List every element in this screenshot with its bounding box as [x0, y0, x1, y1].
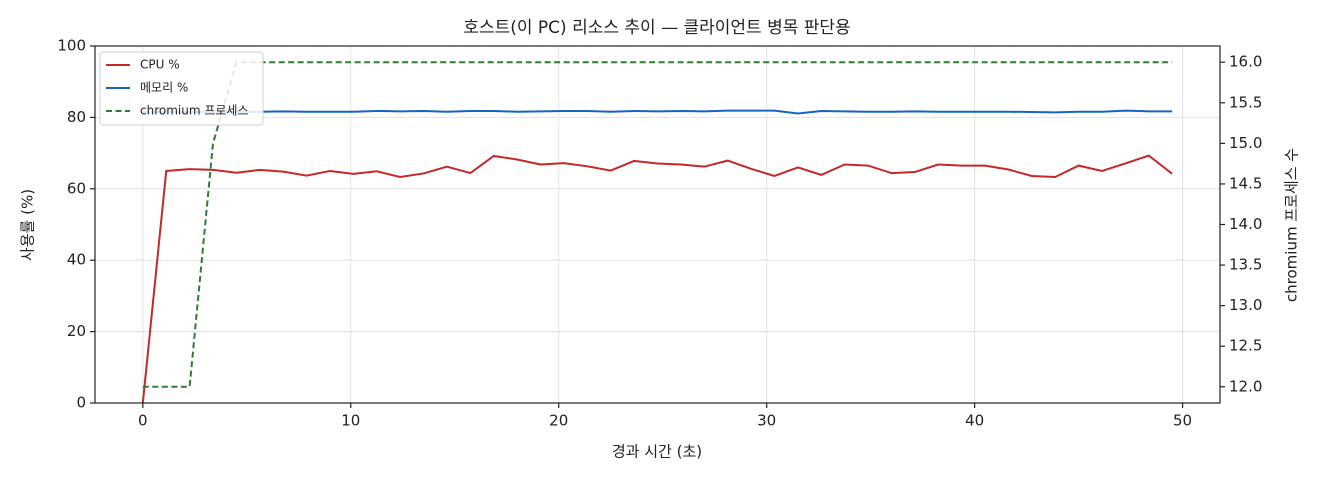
legend-label: 메모리 %	[140, 81, 188, 95]
y2-tick-label: 14.5	[1229, 174, 1262, 192]
y2-tick-label: 15.0	[1229, 134, 1262, 152]
y2-tick-label: 12.0	[1229, 377, 1262, 395]
y2-axis-label: chromium 프로세스 수	[1283, 148, 1301, 302]
x-tick-label: 0	[138, 412, 148, 430]
legend-box	[99, 51, 264, 126]
chart-title: 호스트(이 PC) 리소스 추이 — 클라이언트 병목 판단용	[463, 18, 850, 38]
legend: CPU % 메모리 % chromium 프로세스	[99, 51, 264, 126]
y2-tick-label: 16.0	[1229, 53, 1262, 71]
series-line	[142, 109, 1173, 115]
x-tick-label: 50	[1173, 412, 1192, 430]
y-tick-label: 100	[57, 37, 86, 55]
x-tick-label: 20	[549, 412, 568, 430]
grid	[95, 45, 1220, 404]
x-tick-label: 10	[341, 412, 360, 430]
y2-tick-label: 15.5	[1229, 93, 1262, 111]
x-axis-label: 경과 시간 (초)	[612, 443, 702, 461]
y-tick-label: 80	[67, 108, 86, 126]
y2-tick-label: 13.0	[1229, 296, 1262, 314]
legend-label: chromium 프로세스	[140, 104, 249, 118]
y-tick-label: 20	[67, 322, 86, 340]
y2-tick-label: 13.5	[1229, 256, 1262, 274]
y-tick-label: 60	[67, 179, 86, 197]
y2-tick-label: 12.5	[1229, 337, 1262, 355]
legend-label: CPU %	[140, 58, 180, 72]
y-tick-label: 40	[67, 251, 86, 269]
y-tick-label: 0	[76, 394, 86, 412]
x-tick-label: 40	[965, 412, 984, 430]
x-tick-label: 30	[757, 412, 776, 430]
y2-tick-label: 14.0	[1229, 215, 1262, 233]
y-axis-label: 사용률 (%)	[19, 189, 37, 261]
series-line	[141, 154, 1173, 404]
plot-frame	[94, 45, 1221, 404]
